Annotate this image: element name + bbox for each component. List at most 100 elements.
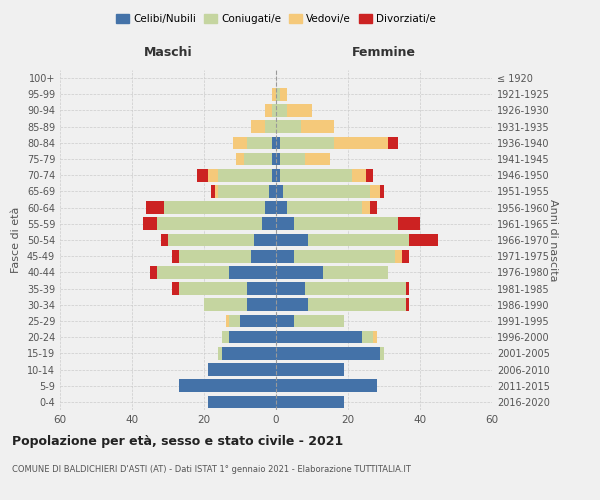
Bar [179, 380, 276, 392]
Bar [247, 298, 276, 311]
Bar [272, 88, 276, 101]
Bar [146, 202, 164, 214]
Bar [373, 331, 377, 344]
Bar [406, 282, 409, 295]
Bar [287, 202, 362, 214]
Bar [276, 218, 294, 230]
Bar [272, 104, 276, 117]
Text: Femmine: Femmine [352, 46, 416, 59]
Bar [172, 282, 179, 295]
Bar [294, 314, 344, 328]
Bar [265, 104, 272, 117]
Bar [218, 169, 272, 181]
Bar [362, 331, 373, 344]
Bar [276, 331, 362, 344]
Bar [280, 88, 287, 101]
Bar [157, 218, 262, 230]
Bar [283, 185, 370, 198]
Bar [305, 152, 330, 166]
Bar [294, 250, 395, 262]
Text: Maschi: Maschi [143, 46, 193, 59]
Bar [280, 136, 334, 149]
Bar [272, 169, 276, 181]
Bar [380, 185, 384, 198]
Bar [276, 298, 308, 311]
Bar [172, 250, 179, 262]
Bar [164, 202, 265, 214]
Bar [276, 136, 280, 149]
Bar [370, 202, 377, 214]
Bar [276, 282, 305, 295]
Bar [208, 169, 218, 181]
Bar [276, 347, 380, 360]
Bar [269, 185, 276, 198]
Bar [276, 363, 344, 376]
Bar [402, 250, 409, 262]
Bar [276, 88, 280, 101]
Bar [280, 169, 352, 181]
Bar [218, 347, 222, 360]
Bar [276, 396, 344, 408]
Bar [334, 136, 388, 149]
Bar [247, 136, 272, 149]
Bar [229, 314, 240, 328]
Bar [240, 314, 276, 328]
Bar [276, 380, 377, 392]
Bar [229, 331, 276, 344]
Bar [276, 266, 323, 278]
Bar [265, 120, 276, 133]
Bar [276, 169, 280, 181]
Bar [254, 234, 276, 246]
Bar [208, 363, 276, 376]
Bar [366, 169, 373, 181]
Bar [276, 202, 287, 214]
Bar [276, 104, 287, 117]
Bar [226, 314, 229, 328]
Bar [204, 298, 247, 311]
Bar [272, 152, 276, 166]
Bar [179, 282, 247, 295]
Bar [208, 396, 276, 408]
Bar [276, 314, 294, 328]
Bar [276, 234, 308, 246]
Bar [236, 152, 244, 166]
Bar [179, 250, 251, 262]
Y-axis label: Fasce di età: Fasce di età [11, 207, 21, 273]
Bar [352, 169, 366, 181]
Bar [222, 347, 276, 360]
Bar [247, 282, 276, 295]
Bar [211, 185, 215, 198]
Bar [157, 266, 229, 278]
Bar [262, 218, 276, 230]
Bar [409, 234, 438, 246]
Bar [388, 136, 398, 149]
Bar [161, 234, 168, 246]
Legend: Celibi/Nubili, Coniugati/e, Vedovi/e, Divorziati/e: Celibi/Nubili, Coniugati/e, Vedovi/e, Di… [112, 10, 440, 29]
Bar [229, 266, 276, 278]
Bar [143, 218, 157, 230]
Bar [215, 185, 218, 198]
Y-axis label: Anni di nascita: Anni di nascita [548, 198, 558, 281]
Bar [272, 136, 276, 149]
Bar [380, 347, 384, 360]
Bar [265, 202, 276, 214]
Bar [308, 234, 409, 246]
Bar [305, 282, 406, 295]
Bar [168, 234, 254, 246]
Bar [395, 250, 402, 262]
Bar [233, 136, 247, 149]
Bar [398, 218, 420, 230]
Bar [222, 331, 229, 344]
Bar [294, 218, 398, 230]
Bar [287, 104, 312, 117]
Bar [276, 185, 283, 198]
Bar [276, 250, 294, 262]
Bar [280, 152, 305, 166]
Text: COMUNE DI BALDICHIERI D'ASTI (AT) - Dati ISTAT 1° gennaio 2021 - Elaborazione TU: COMUNE DI BALDICHIERI D'ASTI (AT) - Dati… [12, 465, 411, 474]
Bar [150, 266, 157, 278]
Bar [362, 202, 370, 214]
Bar [276, 152, 280, 166]
Bar [244, 152, 272, 166]
Bar [218, 185, 269, 198]
Bar [251, 250, 276, 262]
